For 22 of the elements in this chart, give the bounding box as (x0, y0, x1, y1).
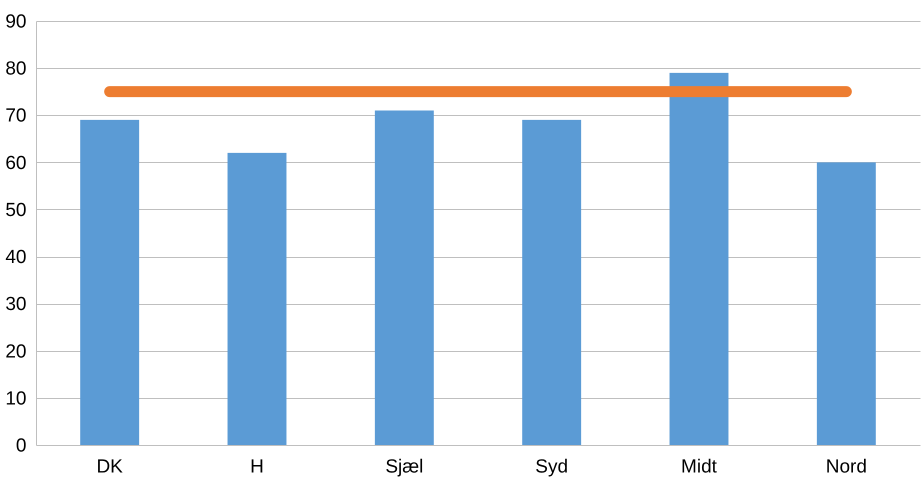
x-tick-label: H (250, 456, 264, 478)
y-tick-label: 30 (5, 294, 26, 316)
bar (522, 120, 582, 445)
bar (670, 72, 728, 445)
y-tick-label: 10 (5, 388, 26, 410)
x-tick-label: Sjæl (385, 456, 424, 478)
x-tick-label: Nord (826, 456, 867, 478)
y-tick-label: 20 (5, 341, 26, 362)
y-tick-label: 40 (5, 247, 26, 268)
y-tick-label: 90 (5, 12, 26, 32)
x-tick-label: Syd (535, 456, 568, 478)
bar (374, 110, 434, 445)
y-tick-label: 50 (5, 200, 26, 221)
bar (228, 152, 286, 445)
x-tick-label: DK (96, 456, 124, 478)
bar (816, 162, 876, 445)
y-tick-label: 80 (5, 58, 26, 80)
y-tick-label: 70 (5, 106, 26, 127)
bar (80, 120, 140, 445)
y-tick-label: 0 (16, 436, 26, 456)
y-tick-label: 60 (5, 152, 26, 174)
x-tick-label: Midt (681, 456, 718, 478)
